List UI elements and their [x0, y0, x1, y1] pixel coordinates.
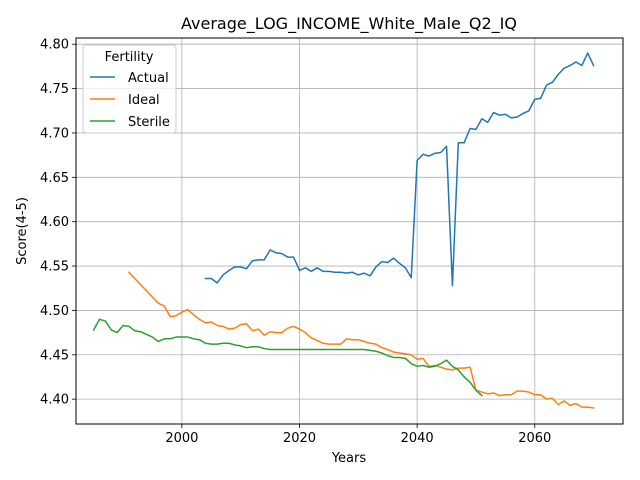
y-tick-label: 4.75	[40, 82, 69, 97]
grid	[76, 38, 623, 424]
plot-frame	[75, 37, 624, 425]
x-axis-ticks: 2000 2020 2040 2060	[165, 424, 551, 446]
y-tick-label: 4.40	[40, 393, 69, 408]
legend-label-ideal: Ideal	[128, 93, 160, 108]
y-tick-label: 4.70	[40, 126, 69, 141]
legend-box	[82, 44, 177, 134]
y-axis-label: Score(4-5)	[15, 197, 30, 265]
x-tick-label: 2060	[518, 431, 551, 446]
series-lines	[92, 52, 595, 409]
series-line-actual	[204, 52, 595, 287]
y-axis-ticks: 4.40 4.45 4.50 4.55 4.60 4.65 4.70 4.75 4.80	[40, 38, 76, 408]
y-tick-label: 4.80	[40, 38, 69, 53]
legend-label-sterile: Sterile	[128, 115, 170, 130]
x-tick-label: 2040	[401, 431, 434, 446]
legend: Fertility Actual Ideal Sterile	[82, 44, 177, 134]
x-tick-label: 2020	[283, 431, 316, 446]
x-tick-label: 2000	[165, 431, 198, 446]
y-tick-label: 4.50	[40, 304, 69, 319]
y-tick-label: 4.55	[40, 260, 69, 275]
y-tick-label: 4.45	[40, 348, 69, 363]
y-tick-label: 4.65	[40, 171, 69, 186]
y-tick-label: 4.60	[40, 215, 69, 230]
legend-label-actual: Actual	[128, 71, 169, 86]
x-axis-label: Years	[331, 451, 367, 466]
legend-title: Fertility	[105, 50, 154, 65]
chart-title: Average_LOG_INCOME_White_Male_Q2_IQ	[181, 14, 517, 34]
series-line-sterile	[92, 318, 483, 397]
series-line-ideal	[127, 271, 595, 409]
